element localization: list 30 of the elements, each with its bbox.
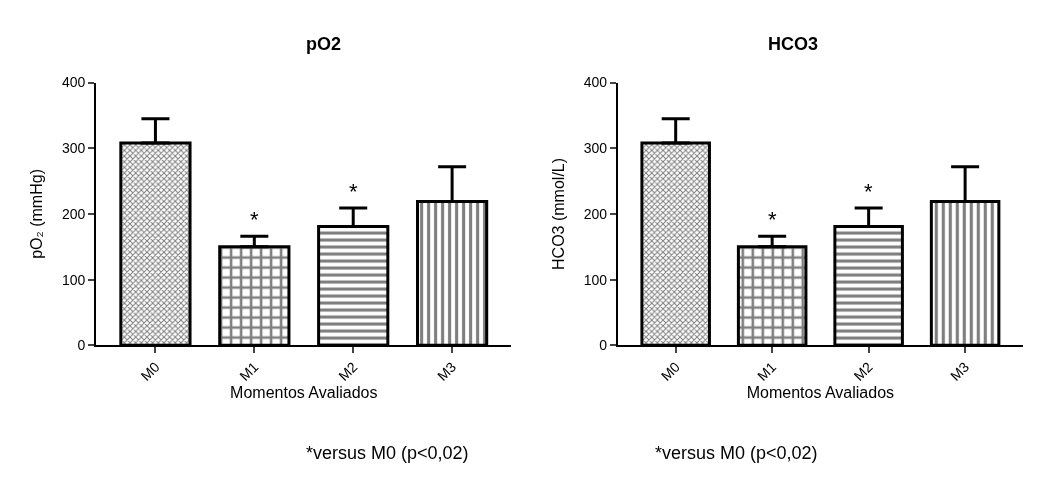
x-tick-label: M1 bbox=[236, 358, 262, 384]
x-tick-label: M0 bbox=[657, 358, 683, 384]
x-tick-label: M3 bbox=[947, 358, 973, 384]
annotation: * bbox=[768, 207, 777, 232]
x-axis-title: Momentos Avaliados bbox=[230, 383, 378, 401]
y-tick-label: 400 bbox=[583, 74, 608, 91]
text: *versus M0 (p<0,02) bbox=[655, 443, 818, 463]
y-tick-label: 0 bbox=[599, 337, 608, 354]
y-tick-label: 400 bbox=[61, 74, 86, 91]
y-tick-label: 100 bbox=[583, 271, 608, 288]
y-tick-label: 300 bbox=[583, 140, 608, 157]
chart-title: pO2 bbox=[306, 34, 342, 54]
annotation: * bbox=[250, 207, 259, 232]
y-tick-label: 200 bbox=[61, 205, 86, 222]
y-tick-label: 0 bbox=[77, 337, 86, 354]
x-tick-label: M0 bbox=[137, 358, 163, 384]
x-axis-title: Momentos Avaliados bbox=[746, 383, 895, 401]
y-axis-title: HCO3 (mmol/L) bbox=[550, 157, 568, 270]
y-tick-label: 100 bbox=[61, 271, 86, 288]
y-tick-label: 200 bbox=[583, 205, 608, 222]
x-tick-label: M2 bbox=[335, 358, 361, 384]
y-tick-label: 300 bbox=[61, 140, 86, 157]
annotation: * bbox=[349, 179, 358, 204]
text: *versus M0 (p<0,02) bbox=[306, 443, 469, 463]
chart-title: HCO3 bbox=[768, 34, 819, 54]
x-tick-label: M2 bbox=[850, 358, 876, 384]
annotation: * bbox=[864, 179, 873, 204]
y-axis-title: pO₂ (mmHg) bbox=[28, 169, 46, 259]
x-tick-label: M3 bbox=[434, 358, 460, 384]
x-tick-label: M1 bbox=[754, 358, 780, 384]
